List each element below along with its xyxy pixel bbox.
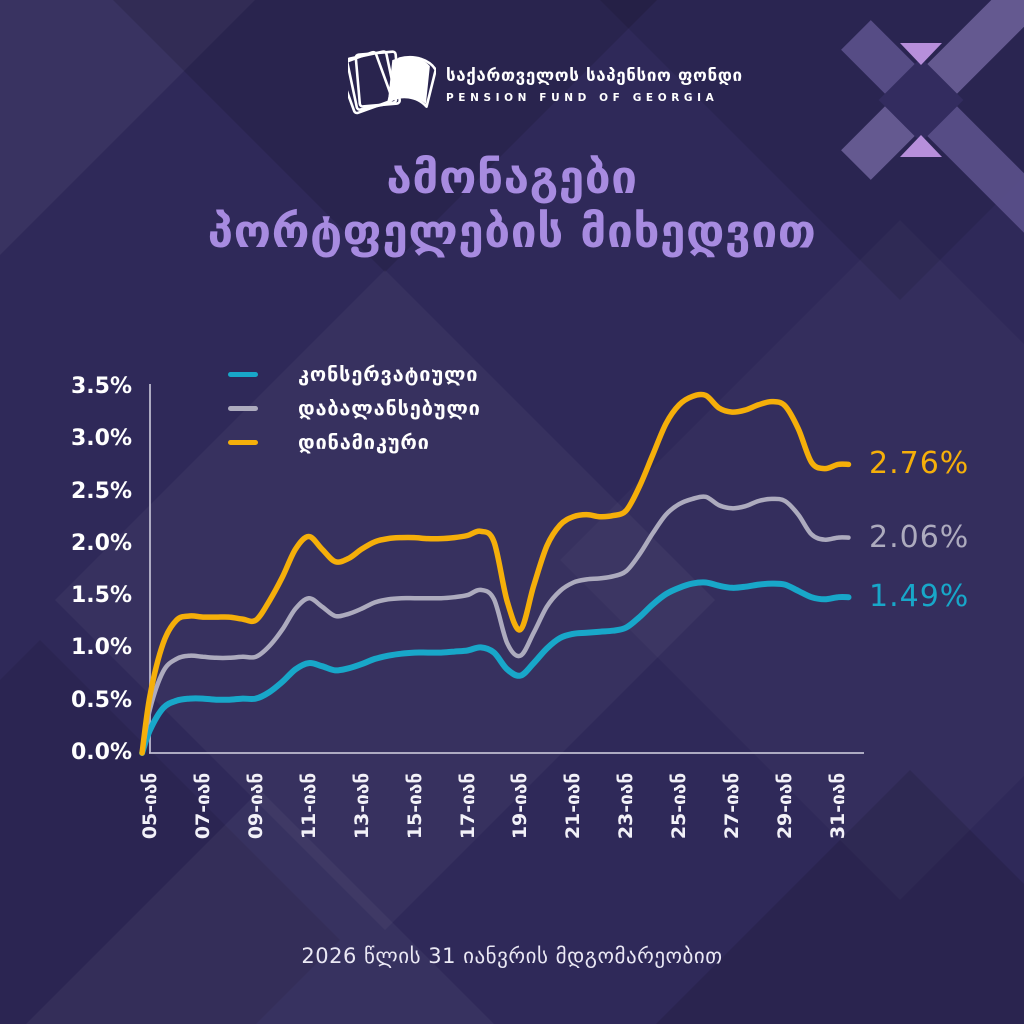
legend-swatch-dynamic: [228, 439, 258, 445]
legend-swatch-conservative: [228, 371, 258, 377]
x-axis-tick-label: 13-იან: [350, 772, 373, 840]
x-axis-tick-label: 19-იან: [509, 772, 532, 840]
y-axis-tick-label: 1.5%: [70, 583, 132, 609]
legend-label-dynamic: დინამიკური: [298, 430, 430, 454]
legend-swatch-balanced: [228, 405, 258, 411]
y-axis-tick-label: 1.0%: [70, 635, 132, 661]
x-axis-tick-label: 23-იან: [615, 772, 638, 840]
x-axis-tick-label: 07-იან: [191, 772, 214, 840]
legend-item-dynamic: დინამიკური: [228, 430, 481, 454]
legend-label-conservative: კონსერვატიული: [298, 362, 479, 386]
legend-label-balanced: დაბალანსებული: [298, 396, 481, 420]
pension-fund-logo-icon: [348, 50, 436, 115]
x-axis-tick-label: 21-იან: [562, 772, 585, 840]
y-axis-tick-label: 3.5%: [70, 374, 132, 399]
series-line-balanced: [139, 494, 851, 756]
x-axis-tick-label: 11-იან: [297, 772, 320, 840]
series-line-conservative: [139, 579, 852, 756]
logo-text: საქართველოს საპენსიო ფონდი PENSION FUND …: [446, 66, 743, 104]
page-title: ამონაგები პორტფელების მიხედვით: [0, 150, 1024, 258]
logo-subtitle: PENSION FUND OF GEORGIA: [446, 92, 719, 104]
page-title-line2: პორტფელების მიხედვით: [207, 204, 817, 258]
legend-item-conservative: კონსერვატიული: [228, 362, 481, 386]
x-axis-tick-label: 27-იან: [721, 772, 744, 840]
x-axis-tick-label: 09-იან: [244, 772, 267, 840]
end-value-label-conservative: 1.49%: [869, 578, 970, 614]
logo-title: საქართველოს საპენსიო ფონდი: [446, 66, 743, 86]
x-axis-tick-label: 31-იან: [826, 772, 849, 840]
y-axis-tick-label: 2.5%: [70, 478, 132, 504]
page-title-line1: ამონაგები: [386, 150, 638, 204]
y-axis-tick-label: 2.0%: [70, 530, 132, 556]
x-axis-tick-label: 15-იან: [403, 772, 426, 840]
x-axis-tick-label: 29-იან: [774, 772, 797, 840]
chart-legend: კონსერვატიული დაბალანსებული დინამიკური: [228, 362, 481, 464]
footer-note: 2026 წლის 31 იანვრის მდგომარეობით: [301, 944, 723, 968]
x-axis-tick-label: 25-იან: [668, 772, 691, 840]
y-axis-tick-label: 3.0%: [70, 426, 132, 452]
x-axis-tick-label: 17-იან: [456, 772, 479, 840]
x-axis-tick-label: 05-იან: [139, 772, 161, 840]
end-value-label-dynamic: 2.76%: [869, 446, 970, 482]
legend-item-balanced: დაბალანსებული: [228, 396, 481, 420]
end-value-label-balanced: 2.06%: [869, 519, 970, 555]
y-axis-tick-label: 0.0%: [70, 740, 132, 765]
y-axis-tick-label: 0.5%: [70, 687, 132, 713]
